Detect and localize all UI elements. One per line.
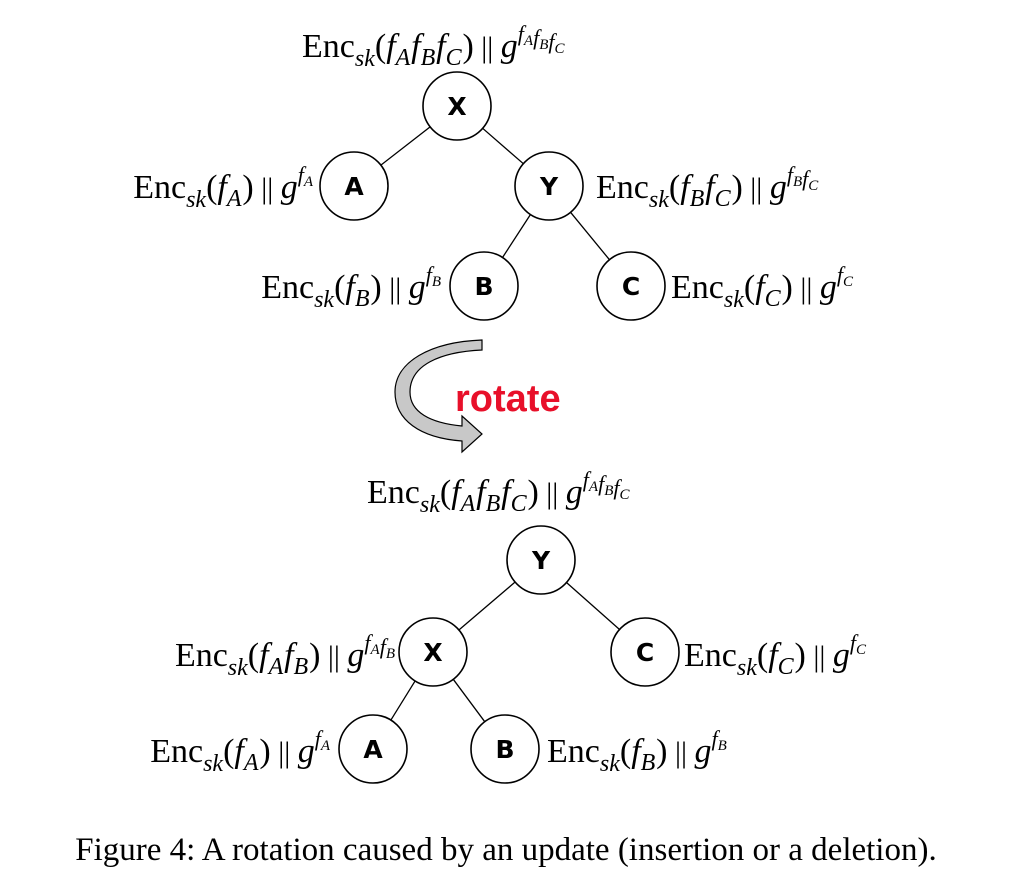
node-label: Y (539, 172, 559, 201)
before-tree-edge-x-y (482, 127, 524, 165)
annotations-layer: Encsk(fA fB fC ) || gfAfBfC Encsk(fA ) ||… (133, 21, 867, 777)
curved-arrow-icon (394, 339, 483, 454)
node-label: X (423, 638, 442, 667)
node-circle (470, 714, 540, 784)
after-tree-node-b: B (470, 714, 540, 784)
node-label: X (447, 92, 466, 121)
rotate-indicator: rotate (394, 339, 561, 454)
node-label: B (495, 735, 514, 764)
nodes-layer: X A Y B C Y X C A B (319, 71, 680, 784)
before-tree-node-b: B (449, 251, 519, 321)
rotate-label: rotate (455, 378, 561, 420)
before-tree-node-a: A (319, 151, 389, 221)
after-tree-annotation-x: Encsk(fA fB ) || gfAfB (175, 630, 395, 681)
node-circle (319, 151, 389, 221)
before-tree-edge-y-b (501, 214, 532, 258)
before-tree-annotation-c: Encsk(fC ) || gfC (671, 262, 854, 313)
node-label: C (636, 638, 654, 667)
after-tree-edge-x-b (452, 678, 486, 723)
figure-caption: Figure 4: A rotation caused by an update… (75, 832, 936, 868)
node-label: A (344, 172, 364, 201)
after-tree-edge-y-c (566, 582, 620, 630)
before-tree-edge-y-c (570, 211, 610, 261)
after-tree-edge-y-x (458, 581, 516, 631)
node-circle (449, 251, 519, 321)
after-tree-annotation-y: Encsk(fA fB fC ) || gfAfBfC (367, 467, 631, 518)
node-label: B (474, 272, 493, 301)
node-circle (610, 617, 680, 687)
after-tree-node-y: Y (506, 525, 576, 595)
node-circle (596, 251, 666, 321)
before-tree-edge-x-a (380, 126, 431, 166)
after-tree-node-a: A (338, 714, 408, 784)
before-tree-node-x: X (422, 71, 492, 141)
after-tree-annotation-a: Encsk(fA ) || gfA (150, 726, 331, 777)
node-circle (422, 71, 492, 141)
after-tree-node-x: X (398, 617, 468, 687)
before-tree-node-y: Y (514, 151, 584, 221)
after-tree-edge-x-a (390, 680, 416, 721)
before-tree-annotation-y: Encsk(fB fC ) || gfBfC (596, 162, 819, 213)
before-tree-annotation-x: Encsk(fA fB fC ) || gfAfBfC (302, 21, 566, 72)
node-circle (514, 151, 584, 221)
after-tree-node-c: C (610, 617, 680, 687)
before-tree-annotation-a: Encsk(fA ) || gfA (133, 162, 314, 213)
after-tree-annotation-c: Encsk(fC ) || gfC (684, 630, 867, 681)
edges-layer (380, 126, 620, 723)
node-label: A (363, 735, 383, 764)
node-circle (398, 617, 468, 687)
after-tree-annotation-b: Encsk(fB ) || gfB (547, 726, 727, 777)
before-tree-annotation-b: Encsk(fB ) || gfB (261, 262, 441, 313)
node-circle (506, 525, 576, 595)
node-circle (338, 714, 408, 784)
node-label: C (622, 272, 640, 301)
before-tree-node-c: C (596, 251, 666, 321)
node-label: Y (531, 546, 551, 575)
